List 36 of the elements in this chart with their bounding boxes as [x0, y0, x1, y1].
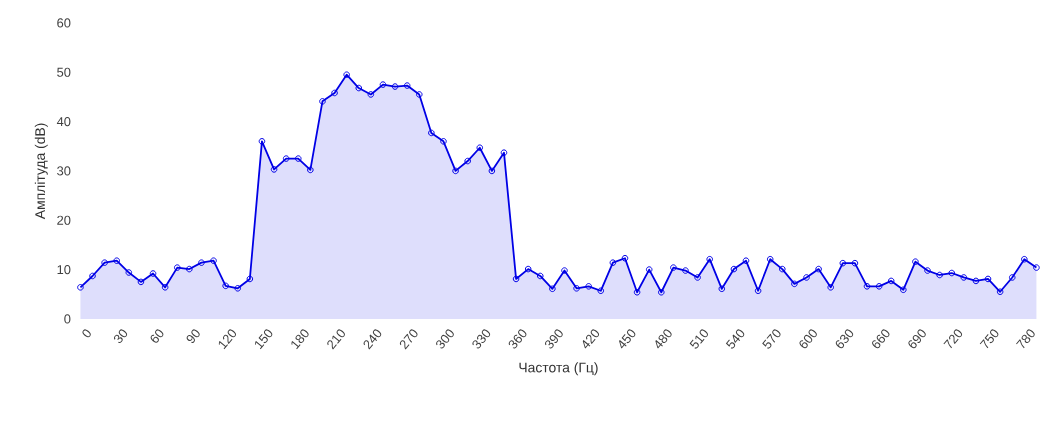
y-tick-label: 0 — [64, 314, 71, 324]
x-tick-label: 630 — [835, 329, 854, 349]
y-tick-label: 40 — [56, 117, 71, 127]
x-tick-label: 240 — [363, 329, 382, 350]
x-tick-label: 480 — [655, 329, 672, 349]
x-tick-label: 720 — [943, 329, 963, 349]
y-axis-title: Амплітуда (dB) — [34, 123, 48, 220]
x-tick-label: 600 — [799, 329, 817, 349]
x-tick-label: 150 — [255, 329, 273, 350]
x-tick-label: 360 — [508, 329, 527, 349]
y-tick-label: 60 — [57, 18, 71, 28]
x-tick-label: 420 — [582, 329, 600, 349]
x-tick-label: 780 — [1016, 329, 1035, 349]
x-tick-label: 270 — [399, 329, 418, 350]
x-tick-label: 750 — [979, 329, 999, 349]
x-tick-label: 0 — [82, 329, 91, 338]
x-tick-label: 450 — [619, 329, 636, 349]
x-tick-label: 510 — [689, 329, 708, 349]
x-tick-label: 180 — [291, 329, 309, 350]
y-tick-label: 20 — [57, 215, 71, 226]
x-tick-label: 300 — [436, 329, 454, 349]
x-tick-label: 390 — [545, 329, 563, 349]
x-tick-label: 60 — [150, 329, 164, 343]
y-tick-label: 50 — [57, 67, 71, 78]
x-tick-label: 570 — [762, 329, 781, 349]
x-tick-label: 30 — [113, 329, 128, 344]
x-tick-label: 540 — [725, 329, 745, 349]
x-tick-label: 120 — [218, 329, 237, 350]
x-axis-title: Частота (Гц) — [519, 362, 598, 376]
x-tick-label: 690 — [908, 329, 926, 349]
x-tick-label: 330 — [472, 329, 491, 349]
x-tick-label: 90 — [186, 329, 200, 344]
x-tick-label: 660 — [872, 329, 890, 349]
y-tick-label: 30 — [57, 166, 71, 176]
y-tick-label: 10 — [57, 265, 71, 275]
x-tick-label: 210 — [327, 329, 345, 350]
